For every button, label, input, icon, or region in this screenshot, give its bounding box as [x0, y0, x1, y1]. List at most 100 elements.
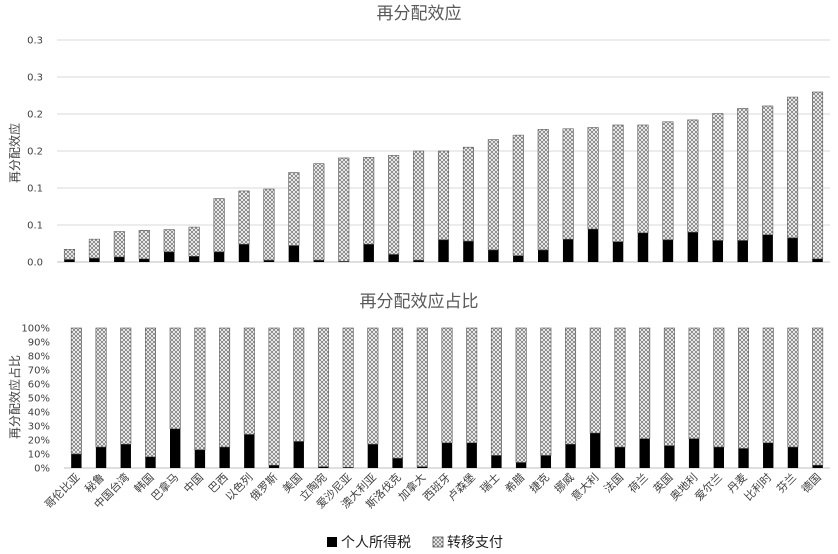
chart2-bar-income-tax: [540, 455, 552, 468]
chart1-bar-income-tax: [488, 249, 499, 262]
chart2-bar-income-tax: [268, 465, 280, 468]
legend-swatch-transfer: [432, 536, 444, 548]
chart2-category-label: 法国: [601, 470, 626, 495]
chart1-bar-income-tax: [338, 261, 349, 262]
redistribution-share-chart: 再分配效应占比 再分配效应占比 0% 10% 20% 30% 40% 50% 60% 70% 8…: [7, 292, 830, 511]
chart2-bar-transfer: [540, 327, 552, 456]
chart2-bar-income-tax: [787, 447, 799, 468]
chart2-bar-transfer: [317, 327, 329, 467]
chart1-bar-income-tax: [213, 251, 225, 262]
legend-swatch-income-tax: [327, 537, 337, 547]
chart1-bar-income-tax: [637, 232, 649, 262]
chart2-bar-income-tax: [614, 447, 626, 468]
chart2-bar-income-tax: [466, 442, 477, 468]
chart2-bar-transfer: [738, 327, 750, 449]
chart2-bar-income-tax: [491, 455, 502, 468]
chart2-bar-transfer: [490, 327, 502, 456]
chart2-y-tick-label: 80%: [28, 352, 50, 363]
chart1-bar-income-tax: [587, 229, 599, 262]
chart2-bar-transfer: [268, 327, 280, 466]
chart2-bar-transfer: [120, 327, 132, 445]
chart2-bar-income-tax: [392, 458, 403, 468]
chart2-bar-transfer: [95, 327, 107, 448]
chart2-y-tick-label: 0%: [34, 464, 50, 475]
legend-label-income-tax: 个人所得税: [341, 534, 411, 551]
chart2-category-label: 德国: [798, 470, 823, 495]
chart1-bar-income-tax: [737, 240, 748, 262]
chart2-bar-income-tax: [515, 462, 527, 468]
chart1-bar-transfer: [562, 128, 574, 240]
chart1-bar-income-tax: [163, 251, 175, 262]
chart2-bar-transfer: [70, 327, 82, 455]
chart2-y-tick-label: 60%: [28, 380, 50, 391]
chart1-y-axis-label: 再分配效应: [7, 123, 22, 183]
chart2-y-tick-label: 30%: [28, 422, 50, 433]
legend-label-transfer: 转移支付: [447, 535, 503, 551]
chart1-bar-income-tax: [812, 258, 823, 262]
chart2-bar-transfer: [144, 327, 156, 458]
chart1-bar-transfer: [113, 231, 125, 258]
chart2-bar-transfer: [812, 327, 824, 466]
chart1-bar-income-tax: [438, 239, 449, 262]
chart2-bar-income-tax: [417, 466, 428, 468]
chart2-y-tick-label: 100%: [21, 324, 50, 335]
chart2-category-label: 芬兰: [774, 471, 799, 496]
chart1-y-tick-label: 0.0: [27, 258, 43, 269]
chart1-title: 再分配效应: [377, 4, 462, 24]
legend-item-income-tax: 个人所得税: [327, 534, 411, 551]
chart2-bar-income-tax: [590, 433, 601, 468]
chart2-bar-income-tax: [244, 434, 255, 468]
chart2-category-label: 中国: [181, 471, 206, 496]
chart1-bar-transfer: [138, 229, 150, 260]
chart1-bar-transfer: [63, 249, 76, 260]
legend-item-transfer: 转移支付: [432, 535, 503, 551]
chart2-y-tick-label: 20%: [28, 436, 50, 447]
chart2-bar-income-tax: [95, 447, 107, 468]
chart2-bar-income-tax: [367, 444, 379, 468]
chart1-bar-income-tax: [762, 234, 773, 262]
chart1-y-tick-label: 0.2: [27, 110, 43, 121]
chart1-bar-transfer: [238, 190, 250, 245]
chart2-bar-income-tax: [763, 442, 774, 468]
chart1-bar-transfer: [188, 226, 200, 257]
chart1-bar-income-tax: [662, 239, 674, 262]
chart2-bar-transfer: [194, 327, 206, 451]
chart2-bar-transfer: [565, 327, 577, 445]
chart1-bar-income-tax: [238, 244, 250, 262]
chart2-bar-income-tax: [713, 447, 724, 468]
chart2-category-label: 荷兰: [626, 471, 651, 496]
chart2-bar-income-tax: [342, 467, 354, 468]
chart2-bar-transfer: [787, 327, 799, 448]
chart1-bar-transfer: [413, 150, 425, 261]
chart2-bar-income-tax: [688, 438, 700, 468]
chart1-bar-income-tax: [188, 256, 200, 262]
chart2-bar-income-tax: [71, 454, 82, 468]
chart1-bar-transfer: [687, 119, 699, 233]
chart2-y-tick-label: 50%: [28, 394, 50, 405]
chart2-y-tick-label: 10%: [28, 450, 50, 461]
chart2-y-axis-label: 再分配效应占比: [7, 355, 22, 439]
chart1-bar-income-tax: [513, 255, 524, 262]
chart2-bar-transfer: [639, 327, 651, 439]
chart2-bar-income-tax: [738, 448, 749, 468]
chart1-bar-income-tax: [114, 256, 125, 262]
chart1-bar-transfer: [462, 146, 474, 242]
chart2-title: 再分配效应占比: [360, 292, 479, 312]
chart2-bar-income-tax: [170, 428, 181, 468]
chart2-bar-income-tax: [219, 447, 230, 468]
chart2-category-label: 捷克: [527, 470, 552, 495]
chart2-bar-income-tax: [293, 441, 304, 468]
chart2-bar-transfer: [169, 327, 181, 430]
chart1-bar-transfer: [263, 188, 275, 261]
chart1-bar-income-tax: [463, 241, 474, 262]
chart2-bar-transfer: [663, 327, 675, 446]
chart1-y-tick-label: 0.3: [27, 73, 43, 84]
chart1-bar-transfer: [512, 134, 524, 256]
chart1-bar-transfer: [787, 96, 799, 239]
chart2-bar-transfer: [243, 327, 255, 435]
chart1-y-tick-label: 0.2: [27, 147, 43, 158]
chart2-category-label: 俄罗斯: [248, 471, 281, 504]
chart1-bar-transfer: [288, 172, 300, 246]
redistribution-effect-chart: 再分配效应 再分配效应 0.0 0.1 0.1 0.2 0.2 0.3 0.3: [7, 4, 830, 269]
